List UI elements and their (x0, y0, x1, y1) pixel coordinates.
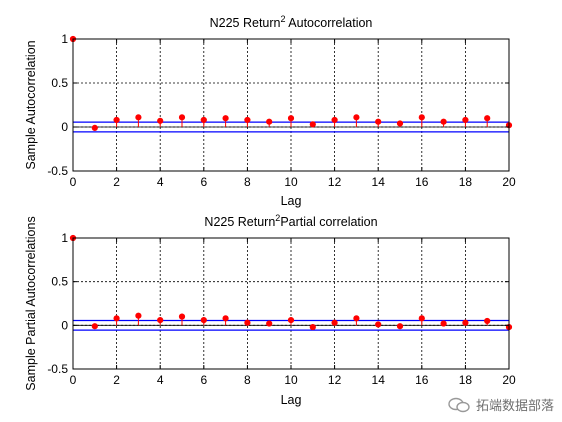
x-tick-label: 8 (244, 175, 251, 189)
y-tick-label: -0.5 (47, 164, 68, 178)
x-tick-label: 10 (284, 373, 298, 387)
x-tick-label: 16 (415, 373, 429, 387)
y-tick-label: -0.5 (47, 362, 68, 376)
stem-marker (222, 315, 229, 322)
x-tick-label: 18 (459, 373, 473, 387)
stem-marker (91, 124, 98, 131)
stem-marker (244, 319, 251, 326)
x-tick-label: 4 (157, 175, 164, 189)
stem-marker (418, 114, 425, 121)
stem-marker (484, 317, 491, 325)
stem-marker (200, 116, 207, 124)
x-tick-label: 6 (200, 373, 207, 387)
x-tick-label: 4 (157, 373, 164, 387)
x-tick-label: 14 (372, 175, 386, 189)
watermark: 拓端数据部落 (448, 395, 554, 414)
x-tick-label: 12 (328, 175, 342, 189)
x-tick-label: 12 (328, 373, 342, 387)
stem-marker (396, 323, 404, 330)
x-axis-label: Lag (281, 194, 302, 208)
wechat-logo-icon (448, 397, 470, 412)
stem-marker (375, 118, 382, 125)
y-tick-label: 0.5 (51, 275, 68, 289)
x-tick-label: 20 (502, 175, 516, 189)
stem-marker (200, 316, 207, 324)
x-tick-label: 18 (459, 175, 473, 189)
stem-marker (309, 323, 316, 331)
x-tick-label: 2 (113, 373, 120, 387)
x-tick-label: 14 (372, 373, 386, 387)
stem-marker (113, 315, 120, 322)
y-tick-label: 0 (61, 318, 68, 332)
x-tick-label: 6 (200, 175, 207, 189)
stem-marker (266, 320, 273, 327)
stem-marker (353, 315, 360, 322)
y-tick-label: 1 (61, 231, 68, 245)
stem-marker (331, 116, 338, 124)
x-tick-label: 10 (284, 175, 298, 189)
x-tick-label: 16 (415, 175, 429, 189)
chart-title: N225 Return2 Autocorrelation (210, 14, 373, 30)
stem-marker (157, 117, 164, 124)
stem-marker (287, 316, 295, 324)
stem-marker (440, 320, 447, 327)
stem-marker (462, 116, 469, 124)
stem-marker (178, 114, 186, 121)
stem-marker (135, 114, 142, 121)
stem-marker (309, 121, 316, 128)
stem-marker (484, 115, 491, 122)
x-axis-label: Lag (281, 393, 302, 407)
x-tick-label: 0 (70, 373, 77, 387)
y-axis-label: Sample Partial Autocorrelations (24, 216, 38, 390)
stem-marker (91, 323, 98, 330)
stem-marker (244, 116, 251, 124)
stem-marker (113, 116, 120, 124)
stem-marker (396, 120, 404, 127)
stem-marker (462, 319, 469, 326)
stem-marker (222, 115, 229, 122)
y-tick-label: 0 (61, 120, 68, 134)
stem-marker (287, 115, 295, 122)
y-tick-label: 0.5 (51, 76, 68, 90)
watermark-text: 拓端数据部落 (475, 398, 554, 413)
x-tick-label: 0 (70, 175, 77, 189)
chart-title: N225 Return2Partial correlation (204, 213, 377, 229)
y-tick-label: 1 (61, 32, 68, 46)
x-tick-label: 8 (244, 373, 251, 387)
stem-marker (375, 321, 382, 328)
x-tick-label: 2 (113, 175, 120, 189)
stem-marker (178, 313, 186, 320)
stem-marker (157, 316, 164, 324)
stem-marker (418, 315, 425, 322)
stem-marker (353, 114, 360, 121)
stem-marker (266, 118, 273, 125)
stem-marker (440, 118, 447, 125)
stem-marker (331, 319, 338, 326)
y-axis-label: Sample Autocorrelation (24, 40, 38, 169)
stem-marker (135, 312, 142, 319)
x-tick-label: 20 (502, 373, 516, 387)
